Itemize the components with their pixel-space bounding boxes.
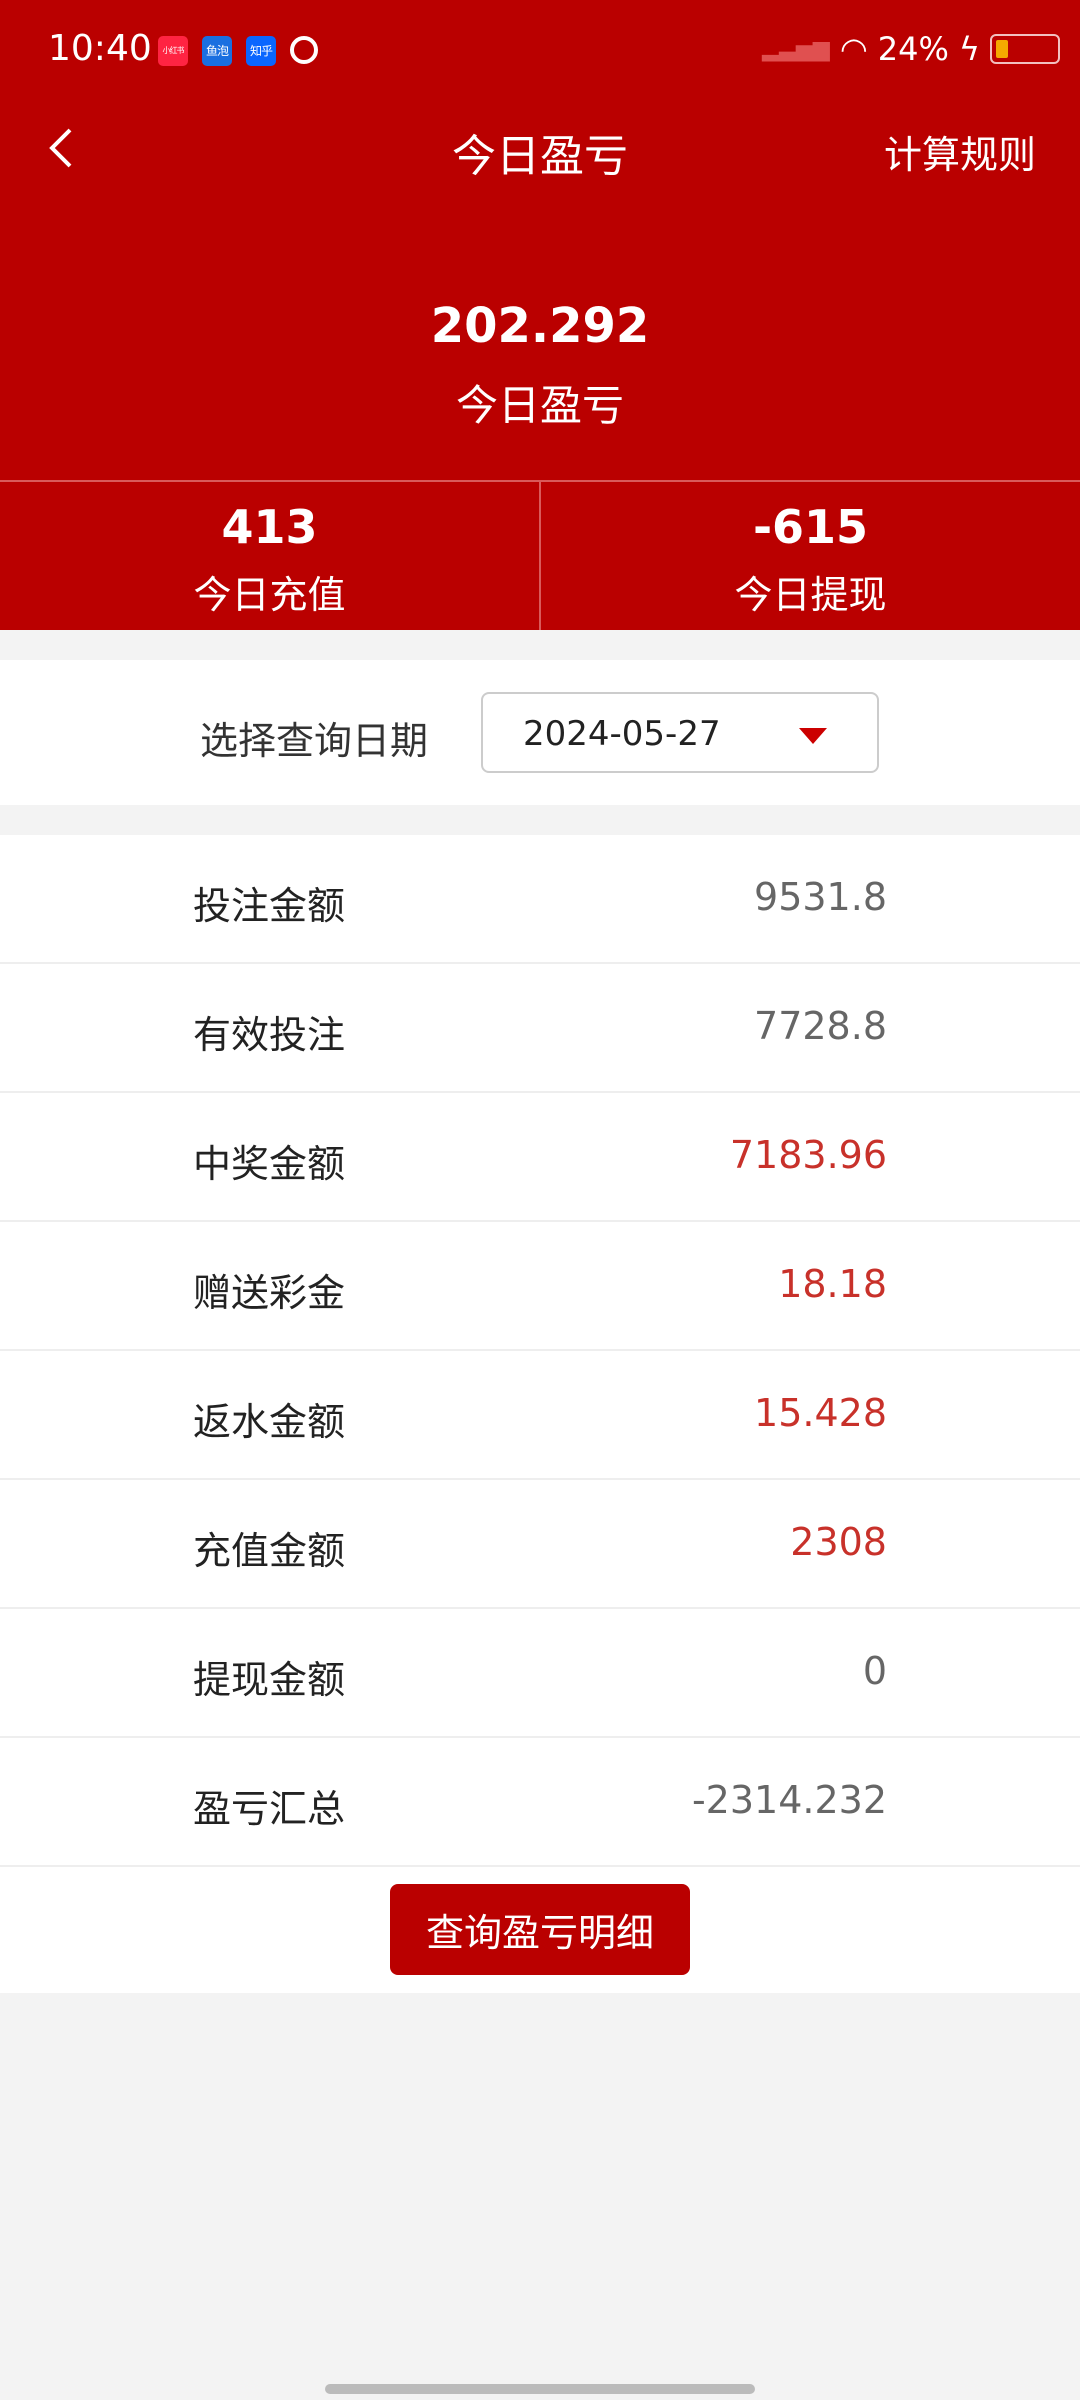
item-value: 9531.8 — [754, 875, 887, 919]
page-title: 今日盈亏 — [452, 131, 628, 182]
list-item: 赠送彩金 18.18 — [0, 1222, 1080, 1351]
nav-bar: 今日盈亏 计算规则 — [0, 100, 1080, 196]
list-item: 投注金额 9531.8 — [0, 835, 1080, 964]
date-value: 2024-05-27 — [523, 714, 721, 754]
home-indicator[interactable] — [325, 2384, 755, 2394]
date-select[interactable]: 2024-05-27 — [481, 692, 879, 773]
item-value: 15.428 — [754, 1391, 887, 1435]
list-item: 中奖金额 7183.96 — [0, 1093, 1080, 1222]
stat-value: -615 — [752, 500, 869, 554]
wifi-icon: ◠ — [839, 30, 868, 68]
item-value: 7728.8 — [754, 1004, 887, 1048]
item-value: 2308 — [790, 1520, 887, 1564]
yupao-icon: 鱼泡 — [202, 36, 232, 66]
date-filter: 选择查询日期 2024-05-27 — [0, 660, 1080, 805]
status-bar: 10:40 小红书 鱼泡 知乎 ▂▃▅▆ ◠ 24% ϟ — [0, 0, 1080, 100]
stat-recharge: 413 今日充值 — [0, 482, 539, 630]
stats-row: 413 今日充值 -615 今日提现 — [0, 480, 1080, 630]
battery-percent: 24% — [877, 30, 949, 68]
status-time: 10:40 — [48, 28, 152, 69]
list-item: 返水金额 15.428 — [0, 1351, 1080, 1480]
item-label: 返水金额 — [193, 1400, 346, 1444]
item-label: 赠送彩金 — [193, 1271, 346, 1315]
signal-icon: ▂▃▅▆ — [762, 36, 830, 62]
stat-label: 今日提现 — [734, 573, 887, 617]
today-profit-label: 今日盈亏 — [455, 381, 624, 430]
zhihu-icon: 知乎 — [246, 36, 276, 66]
list-item: 充值金额 2308 — [0, 1480, 1080, 1609]
list-item: 提现金额 0 — [0, 1609, 1080, 1738]
stat-label: 今日充值 — [193, 573, 346, 617]
item-label: 盈亏汇总 — [193, 1787, 346, 1831]
summary-list: 投注金额 9531.8 有效投注 7728.8 中奖金额 7183.96 赠送彩金 18.18… — [0, 835, 1080, 1867]
battery-icon — [990, 34, 1060, 64]
xiaohongshu-icon: 小红书 — [158, 36, 188, 66]
item-label: 提现金额 — [193, 1658, 346, 1702]
item-value: -2314.232 — [691, 1778, 887, 1822]
item-label: 有效投注 — [193, 1013, 346, 1057]
today-profit-value: 202.292 — [430, 298, 650, 354]
button-area: 查询盈亏明细 — [0, 1867, 1080, 1993]
item-value: 18.18 — [778, 1262, 887, 1306]
list-item: 盈亏汇总 -2314.232 — [0, 1738, 1080, 1867]
app-icon — [290, 36, 318, 64]
item-value: 0 — [862, 1649, 887, 1693]
charging-icon: ϟ — [958, 30, 980, 68]
query-detail-button[interactable]: 查询盈亏明细 — [390, 1884, 690, 1975]
stat-value: 413 — [221, 500, 318, 554]
calc-rules-link[interactable]: 计算规则 — [883, 133, 1036, 177]
date-label: 选择查询日期 — [200, 719, 429, 763]
stat-withdraw: -615 今日提现 — [539, 482, 1080, 630]
item-label: 充值金额 — [193, 1529, 346, 1573]
header-area: 10:40 小红书 鱼泡 知乎 ▂▃▅▆ ◠ 24% ϟ 今日盈亏 计算规则 2… — [0, 0, 1080, 630]
item-label: 投注金额 — [193, 884, 346, 928]
item-value: 7183.96 — [729, 1133, 887, 1177]
list-item: 有效投注 7728.8 — [0, 964, 1080, 1093]
dropdown-arrow-icon — [799, 728, 827, 744]
item-label: 中奖金额 — [193, 1142, 346, 1186]
back-icon[interactable] — [40, 124, 88, 172]
